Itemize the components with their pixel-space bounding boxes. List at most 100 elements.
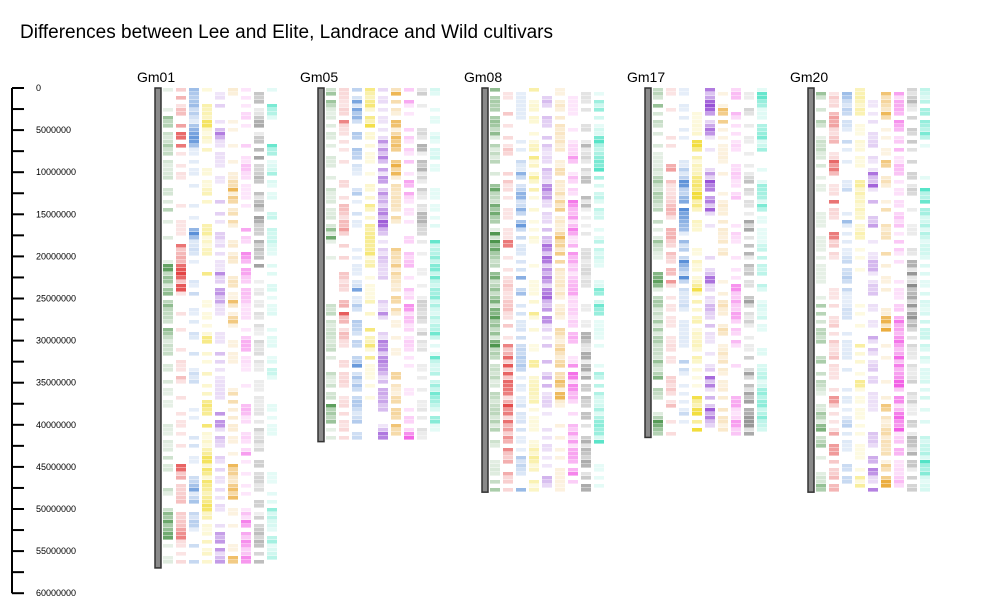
heat-cell	[365, 132, 375, 136]
heat-cell	[829, 212, 839, 216]
heat-cell	[920, 332, 930, 336]
heat-cell	[829, 200, 839, 204]
heat-cell	[228, 208, 238, 212]
heat-cell	[215, 252, 225, 256]
heat-cell	[365, 340, 375, 344]
heat-cell	[490, 396, 500, 400]
heat-cell	[568, 280, 578, 284]
heat-cell	[653, 416, 663, 420]
heat-cell	[881, 104, 891, 108]
heat-cell	[757, 376, 767, 380]
heat-cell	[176, 232, 186, 236]
heat-cell	[731, 124, 741, 128]
heat-cell	[490, 308, 500, 312]
heat-cell	[267, 368, 277, 372]
heat-cell	[490, 344, 500, 348]
heat-cell	[529, 148, 539, 152]
heat-cell	[490, 460, 500, 464]
heat-cell	[855, 196, 865, 200]
heat-cell	[202, 352, 212, 356]
heat-cell	[842, 212, 852, 216]
heat-cell	[365, 384, 375, 388]
heat-cell	[718, 428, 728, 432]
heat-cell	[503, 292, 513, 296]
y-tick-label: 10000000	[36, 167, 76, 177]
heat-cell	[542, 344, 552, 348]
heat-cell	[516, 168, 526, 172]
heat-cell	[241, 160, 251, 164]
heat-cell	[529, 196, 539, 200]
heat-cell	[581, 248, 591, 252]
heat-cell	[542, 256, 552, 260]
heat-cell	[417, 224, 427, 228]
heat-cell	[254, 256, 264, 260]
heat-cell	[555, 196, 565, 200]
heat-cell	[829, 104, 839, 108]
heat-cell	[653, 200, 663, 204]
heat-cell	[391, 408, 401, 412]
heat-cell	[215, 496, 225, 500]
heat-cell	[267, 476, 277, 480]
heat-cell	[666, 260, 676, 264]
heat-cell	[430, 256, 440, 260]
heat-cell	[718, 280, 728, 284]
heat-cell	[490, 468, 500, 472]
heat-cell	[176, 144, 186, 148]
heat-cell	[417, 252, 427, 256]
heat-cell	[907, 348, 917, 352]
heat-cell	[228, 436, 238, 440]
heat-cell	[417, 320, 427, 324]
heat-cell	[757, 248, 767, 252]
heat-cell	[855, 452, 865, 456]
heat-cell	[555, 216, 565, 220]
heat-cell	[731, 320, 741, 324]
heat-cell	[241, 240, 251, 244]
heat-cell	[744, 188, 754, 192]
heat-cell	[202, 192, 212, 196]
heat-cell	[705, 276, 715, 280]
heat-cell	[581, 204, 591, 208]
heat-cell	[378, 352, 388, 356]
heat-cell	[202, 448, 212, 452]
heat-cell	[163, 88, 173, 92]
heat-cell	[829, 208, 839, 212]
heat-cell	[555, 260, 565, 264]
heat-cell	[189, 372, 199, 376]
heat-cell	[352, 104, 362, 108]
heat-cell	[653, 192, 663, 196]
heat-cell	[215, 368, 225, 372]
heat-cell	[907, 132, 917, 136]
heat-cell	[705, 396, 715, 400]
heat-cell	[326, 144, 336, 148]
heat-cell	[555, 472, 565, 476]
heat-cell	[503, 460, 513, 464]
heat-cell	[378, 152, 388, 156]
heat-cell	[503, 400, 513, 404]
heat-cell	[705, 188, 715, 192]
heat-cell	[516, 208, 526, 212]
heat-cell	[757, 308, 767, 312]
heat-cell	[503, 228, 513, 232]
heat-cell	[907, 444, 917, 448]
heat-cell	[529, 360, 539, 364]
heat-cell	[666, 200, 676, 204]
heat-cell	[666, 184, 676, 188]
heat-cell	[868, 320, 878, 324]
heat-cell	[581, 128, 591, 132]
heat-cell	[404, 212, 414, 216]
heat-cell	[202, 272, 212, 276]
heat-cell	[718, 108, 728, 112]
heat-cell	[855, 208, 865, 212]
heat-cell	[267, 296, 277, 300]
heat-cell	[816, 140, 826, 144]
heat-cell	[744, 424, 754, 428]
heat-cell	[542, 336, 552, 340]
heat-cell	[829, 120, 839, 124]
heat-cell	[757, 188, 767, 192]
heat-cell	[404, 428, 414, 432]
heat-cell	[202, 552, 212, 556]
heat-cell	[581, 452, 591, 456]
heat-cell	[679, 344, 689, 348]
heat-cell	[581, 444, 591, 448]
heat-cell	[679, 296, 689, 300]
